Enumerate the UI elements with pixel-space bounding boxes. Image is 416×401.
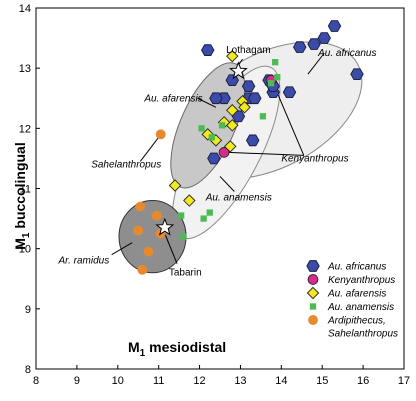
y-tick-label-9: 9 xyxy=(25,304,31,316)
data-point-au-africanus-12 xyxy=(293,41,307,53)
x-tick-label-11: 11 xyxy=(153,375,164,387)
legend-label-au-afarensis: Au. afarensis xyxy=(327,289,386,300)
legend-marker-au-anamensis xyxy=(309,303,317,310)
y-tick-label-10: 10 xyxy=(19,244,31,256)
data-point-au-africanus-5 xyxy=(241,80,256,93)
data-point-au-afarensis-3 xyxy=(238,101,251,114)
legend: Au. africanus Kenyanthropus Au. afarensis A… xyxy=(306,260,398,340)
legend-marker-au-afarensis xyxy=(306,286,320,300)
legend-label-au-africanus: Au. africanus xyxy=(327,262,386,273)
data-point-au-africanus-2 xyxy=(209,92,223,105)
x-tick-label-8: 8 xyxy=(33,375,39,387)
data-point-ardipithecus-sahelanthropus-6 xyxy=(137,264,148,275)
leader-line-kenyanthropus-3 xyxy=(272,83,305,156)
data-point-ardipithecus-sahelanthropus-1 xyxy=(135,201,146,212)
data-point-ardipithecus-sahelanthropus-0 xyxy=(155,129,166,140)
data-point-ardipithecus-sahelanthropus-3 xyxy=(143,246,154,257)
annotation-label-lothagam: Lothagam xyxy=(226,45,270,56)
leader-line-ar-ramidus-6 xyxy=(111,242,133,256)
legend-label-au-anamensis: Au. anamensis xyxy=(327,302,394,313)
data-point-ardipithecus-sahelanthropus-2 xyxy=(133,225,144,236)
stars-layer xyxy=(155,61,248,236)
axes-layer: 8 9 10 11 12 13 14 15 16 17 8 9 10 11 12 13 14 xyxy=(19,3,410,387)
y-axis-title: M1 buccolingual xyxy=(12,142,32,249)
y-axis-title-group: M1 buccolingual xyxy=(12,142,32,249)
y-tick-label-13: 13 xyxy=(19,63,31,75)
points-layer xyxy=(133,20,364,275)
annotation-label-ar-ramidus: Ar. ramidus xyxy=(57,256,109,267)
x-tick-label-13: 13 xyxy=(234,375,246,387)
data-point-au-afarensis-1 xyxy=(226,104,239,117)
star-marker-lothagam xyxy=(228,61,248,80)
legend-marker-au-africanus xyxy=(306,260,320,272)
y-tick-label-11: 11 xyxy=(20,184,31,196)
x-tick-label-14: 14 xyxy=(275,375,287,387)
data-point-au-africanus-7 xyxy=(248,92,262,105)
leader-lines-layer xyxy=(111,52,325,264)
data-point-au-afarensis-0 xyxy=(226,49,239,63)
data-point-au-africanus-16 xyxy=(350,68,364,81)
legend-marker-ardipithecus-sahelanthropus xyxy=(308,315,318,325)
data-point-au-anamensis-3 xyxy=(259,113,267,120)
annotation-labels-layer: Au. africanus Au. afarensis Kenyanthropus S… xyxy=(57,45,376,279)
data-point-ardipithecus-sahelanthropus-5 xyxy=(151,210,162,221)
annotation-label-kenyanthropus: Kenyanthropus xyxy=(281,153,348,164)
x-tick-label-12: 12 xyxy=(193,375,205,387)
data-point-au-anamensis-9 xyxy=(180,233,187,240)
leader-line-au-anamensis-5 xyxy=(219,176,235,192)
legend-label-ardipithecus-sahelanthropus: Ardipithecus, xyxy=(327,316,386,327)
leader-line-au-afarensis-1 xyxy=(197,97,217,108)
data-point-au-anamensis-5 xyxy=(274,74,281,81)
y-tick-label-14: 14 xyxy=(19,3,31,15)
data-point-au-africanus-15 xyxy=(327,20,342,32)
star-marker-tabarin xyxy=(155,217,175,236)
data-point-au-afarensis-10 xyxy=(183,194,196,207)
data-point-au-anamensis-0 xyxy=(198,125,205,132)
data-point-au-anamensis-6 xyxy=(267,80,275,87)
leader-line-au-africanus-0 xyxy=(307,52,325,75)
data-point-au-africanus-0 xyxy=(201,44,215,56)
x-tick-label-10: 10 xyxy=(112,375,124,387)
data-point-au-africanus-14 xyxy=(317,32,331,44)
data-point-au-afarensis-5 xyxy=(223,140,237,153)
data-point-au-afarensis-9 xyxy=(168,179,182,192)
x-tick-label-9: 9 xyxy=(74,375,80,387)
data-point-au-africanus-10 xyxy=(245,134,260,147)
x-tick-label-15: 15 xyxy=(316,375,328,387)
x-tick-label-17: 17 xyxy=(398,375,410,387)
data-point-au-anamensis-4 xyxy=(272,59,279,66)
data-point-au-africanus-3 xyxy=(207,152,221,165)
data-point-au-anamensis-8 xyxy=(178,212,185,219)
data-point-au-anamensis-1 xyxy=(208,134,215,141)
annotation-label-au-africanus: Au. africanus xyxy=(317,48,376,59)
annotation-label-sahelanthropus: Sahelanthropus xyxy=(91,159,161,170)
legend-label-kenyanthropus: Kenyanthropus xyxy=(328,275,395,286)
y-tick-label-12: 12 xyxy=(19,123,31,135)
data-point-kenyanthropus-0 xyxy=(218,147,230,158)
legend-marker-kenyanthropus xyxy=(307,274,319,285)
annotation-label-au-afarensis: Au. afarensis xyxy=(143,93,202,104)
annotation-label-tabarin: Tabarin xyxy=(169,268,202,279)
data-point-au-anamensis-2 xyxy=(218,122,226,129)
y-tick-label-8: 8 xyxy=(25,364,31,376)
data-point-au-africanus-13 xyxy=(307,38,321,50)
data-point-au-anamensis-10 xyxy=(206,209,213,216)
leader-line-tabarin-7 xyxy=(164,233,178,264)
data-point-au-anamensis-7 xyxy=(200,215,207,222)
x-tick-label-16: 16 xyxy=(357,375,369,387)
legend-label-ardipithecus-sahelanthropus-line1: Sahelanthropus xyxy=(328,329,398,340)
leader-line-sahelanthropus-4 xyxy=(139,137,160,162)
data-point-au-africanus-11 xyxy=(282,86,297,99)
axis-titles-layer: M1 mesiodistal M1 buccolingual xyxy=(12,142,226,359)
leader-line-kenyanthropus-2 xyxy=(228,151,304,156)
annotation-label-au-anamensis: Au. anamensis xyxy=(205,193,272,204)
x-axis-title: M1 mesiodistal xyxy=(128,339,226,359)
